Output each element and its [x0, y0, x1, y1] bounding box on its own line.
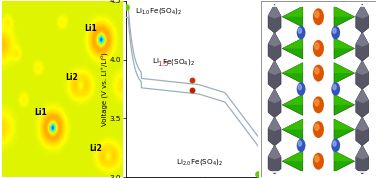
Polygon shape [268, 117, 281, 131]
Circle shape [297, 139, 305, 152]
Circle shape [297, 26, 305, 39]
Polygon shape [268, 32, 281, 61]
Polygon shape [282, 94, 303, 115]
Circle shape [315, 99, 319, 106]
Circle shape [315, 156, 319, 162]
Circle shape [313, 121, 324, 138]
Polygon shape [356, 117, 369, 131]
Polygon shape [282, 151, 303, 161]
Circle shape [298, 141, 302, 146]
Polygon shape [282, 63, 303, 73]
Circle shape [332, 139, 340, 152]
Polygon shape [334, 119, 355, 140]
Polygon shape [356, 117, 369, 146]
Polygon shape [268, 60, 281, 75]
Text: $\mathrm{1.5}$: $\mathrm{1.5}$ [157, 59, 170, 68]
Text: $\mathrm{Fe(SO_4)_2}$: $\mathrm{Fe(SO_4)_2}$ [163, 57, 195, 67]
Polygon shape [268, 89, 281, 118]
Text: $\mathrm{Li_{1.0}Fe(SO_4)_2}$: $\mathrm{Li_{1.0}Fe(SO_4)_2}$ [135, 6, 182, 16]
Polygon shape [282, 6, 303, 27]
Polygon shape [282, 38, 303, 59]
Circle shape [297, 82, 305, 96]
Polygon shape [282, 63, 303, 84]
Circle shape [313, 96, 324, 113]
Polygon shape [282, 94, 303, 105]
Polygon shape [282, 6, 303, 17]
Text: $\mathrm{Li_{2.0}Fe(SO_4)_2}$: $\mathrm{Li_{2.0}Fe(SO_4)_2}$ [176, 156, 223, 166]
Circle shape [333, 85, 336, 90]
Polygon shape [334, 94, 355, 115]
Circle shape [332, 26, 340, 39]
Text: Li2: Li2 [89, 144, 102, 153]
Text: $\mathrm{Li}$: $\mathrm{Li}$ [152, 56, 160, 65]
Polygon shape [268, 89, 281, 103]
Polygon shape [268, 145, 281, 174]
Polygon shape [268, 4, 281, 33]
Polygon shape [268, 60, 281, 89]
Circle shape [315, 43, 319, 49]
Circle shape [313, 8, 324, 25]
Circle shape [315, 68, 319, 74]
Polygon shape [268, 145, 281, 159]
Polygon shape [356, 60, 369, 89]
Polygon shape [334, 63, 355, 84]
Text: Li1: Li1 [35, 108, 47, 117]
Polygon shape [334, 6, 355, 17]
Polygon shape [268, 32, 281, 47]
Circle shape [333, 28, 336, 33]
Circle shape [298, 28, 302, 33]
Polygon shape [334, 6, 355, 27]
Circle shape [313, 65, 324, 82]
Polygon shape [282, 119, 303, 140]
Polygon shape [334, 119, 355, 130]
Polygon shape [334, 151, 355, 172]
Polygon shape [356, 4, 369, 19]
Circle shape [315, 124, 319, 130]
Polygon shape [356, 89, 369, 103]
FancyBboxPatch shape [261, 1, 376, 177]
Text: Li1: Li1 [84, 24, 97, 33]
Y-axis label: Voltage (V vs. Li⁺/Li⁰): Voltage (V vs. Li⁺/Li⁰) [100, 52, 108, 126]
Polygon shape [282, 119, 303, 130]
Circle shape [315, 11, 319, 18]
Polygon shape [282, 151, 303, 172]
Circle shape [332, 82, 340, 96]
Polygon shape [334, 63, 355, 73]
Polygon shape [356, 32, 369, 47]
Circle shape [333, 141, 336, 146]
Polygon shape [268, 4, 281, 19]
Polygon shape [356, 145, 369, 174]
Polygon shape [334, 38, 355, 48]
Polygon shape [356, 4, 369, 33]
Polygon shape [334, 38, 355, 59]
Circle shape [313, 40, 324, 57]
Polygon shape [334, 94, 355, 105]
Polygon shape [356, 145, 369, 159]
Polygon shape [356, 89, 369, 118]
Polygon shape [268, 117, 281, 146]
Polygon shape [334, 151, 355, 161]
Polygon shape [282, 38, 303, 48]
Polygon shape [356, 32, 369, 61]
Polygon shape [356, 60, 369, 75]
Circle shape [298, 85, 302, 90]
Text: Li2: Li2 [65, 73, 77, 82]
Circle shape [313, 153, 324, 170]
